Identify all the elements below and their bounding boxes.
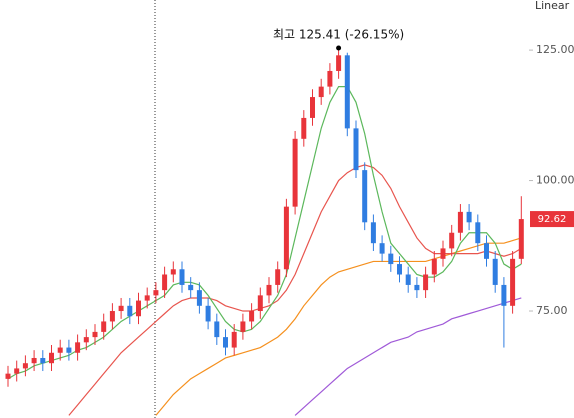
peak-annotation: 최고 125.41 (-26.15%) — [273, 27, 404, 41]
candle-body — [5, 373, 11, 379]
candle-body — [275, 269, 281, 285]
candle-body — [196, 290, 202, 306]
candle-body — [353, 128, 359, 171]
candle-body — [75, 342, 81, 353]
candle-body — [466, 211, 472, 223]
candle-body — [414, 284, 420, 291]
candle-body — [431, 258, 437, 275]
candle-body — [22, 363, 28, 369]
candle-body — [57, 347, 63, 353]
candle-body — [301, 117, 307, 139]
moving-average-line — [7, 86, 522, 380]
peak-marker — [336, 45, 342, 51]
candle-body — [318, 86, 324, 98]
candle-body — [249, 311, 255, 322]
candle-body — [484, 243, 489, 259]
candle-body — [127, 305, 133, 317]
candle-body — [101, 321, 107, 332]
candle-body — [388, 253, 394, 265]
candle-body — [205, 305, 211, 322]
candle-body — [370, 222, 376, 244]
candle-body — [188, 284, 194, 291]
last-price-label: 92.62 — [538, 214, 567, 225]
candle-body — [440, 248, 446, 259]
candle-body — [214, 321, 220, 338]
last-price-badge — [530, 211, 574, 228]
moving-average-line — [155, 237, 522, 416]
candle-body — [292, 138, 298, 207]
candle-body — [266, 284, 272, 296]
scale-label[interactable]: Linear — [535, 0, 570, 12]
candle-body — [31, 357, 37, 364]
candle-body — [501, 284, 507, 306]
y-tick-label: 100.00 — [536, 174, 574, 187]
moving-average-line — [294, 297, 522, 416]
candle-body — [336, 55, 342, 71]
candle-body — [83, 337, 89, 343]
candle-body — [423, 274, 429, 291]
candle-body — [257, 295, 263, 312]
candle-body — [231, 331, 237, 348]
candle-body — [362, 170, 368, 223]
candle-body — [518, 219, 524, 259]
candle-body — [310, 97, 315, 118]
candle-body — [118, 305, 124, 312]
candle-body — [92, 331, 98, 338]
candle-body — [379, 243, 385, 254]
candle-body — [457, 211, 463, 233]
candle-body — [162, 274, 168, 291]
candle-body — [144, 295, 150, 301]
y-tick-label: 125.00 — [536, 43, 574, 56]
candle-body — [14, 368, 20, 374]
candle-body — [510, 258, 516, 306]
candle-body — [283, 206, 289, 270]
candle-body — [40, 357, 46, 364]
candle-body — [170, 269, 176, 275]
candle-body — [327, 70, 333, 87]
candle-body — [223, 337, 228, 348]
candle-body — [405, 274, 411, 285]
candle-body — [475, 222, 481, 244]
candle-body — [397, 264, 402, 275]
candle-body — [179, 269, 185, 285]
candle-body — [492, 258, 498, 285]
candle-body — [153, 290, 159, 296]
candle-body — [136, 300, 141, 317]
moving-average-line — [68, 164, 522, 416]
candle-body — [449, 232, 455, 249]
y-tick-label: 75.00 — [536, 304, 568, 317]
candle-body — [240, 321, 246, 332]
candle-body — [344, 55, 350, 129]
candle-body — [49, 352, 54, 364]
candle-body — [109, 311, 115, 322]
candle-body — [66, 347, 72, 353]
